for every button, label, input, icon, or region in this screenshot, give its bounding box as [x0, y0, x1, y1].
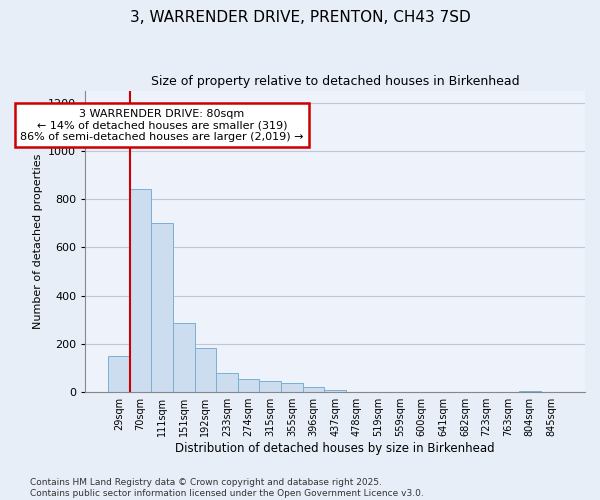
Bar — [302, 388, 325, 392]
Bar — [130, 190, 151, 392]
Y-axis label: Number of detached properties: Number of detached properties — [32, 154, 43, 329]
Bar — [238, 379, 259, 392]
Bar — [151, 224, 173, 392]
Text: Contains HM Land Registry data © Crown copyright and database right 2025.
Contai: Contains HM Land Registry data © Crown c… — [30, 478, 424, 498]
Bar — [281, 383, 302, 392]
Title: Size of property relative to detached houses in Birkenhead: Size of property relative to detached ho… — [151, 75, 520, 88]
X-axis label: Distribution of detached houses by size in Birkenhead: Distribution of detached houses by size … — [175, 442, 495, 455]
Bar — [108, 356, 130, 392]
Bar — [325, 390, 346, 392]
Text: 3 WARRENDER DRIVE: 80sqm
← 14% of detached houses are smaller (319)
86% of semi-: 3 WARRENDER DRIVE: 80sqm ← 14% of detach… — [20, 108, 304, 142]
Bar — [194, 348, 216, 392]
Text: 3, WARRENDER DRIVE, PRENTON, CH43 7SD: 3, WARRENDER DRIVE, PRENTON, CH43 7SD — [130, 10, 470, 25]
Bar — [259, 382, 281, 392]
Bar — [519, 391, 541, 392]
Bar — [216, 373, 238, 392]
Bar — [173, 324, 194, 392]
